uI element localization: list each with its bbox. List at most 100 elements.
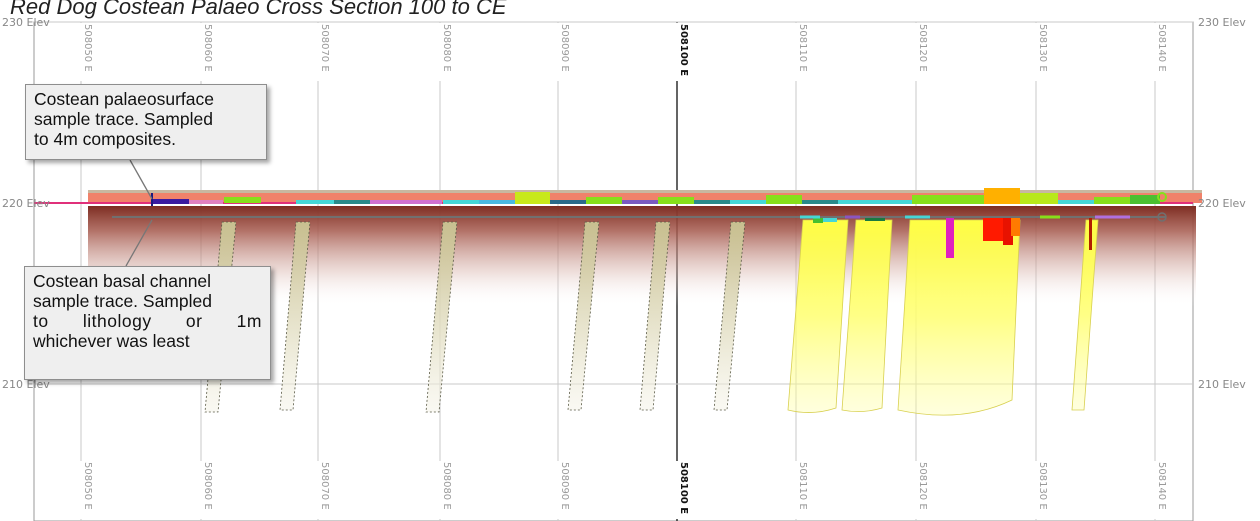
easting-label-gap-bottom [552,461,564,519]
palaeo-seg-teal-1 [334,200,370,204]
easting-label-gap-top [434,23,446,81]
basal-trace-end-marker [1157,212,1167,222]
palaeo-trace-end-marker [1157,192,1167,202]
easting-label-gap-bottom [195,461,207,519]
easting-label-bottom: 508130 E [1037,462,1048,510]
palaeo-seg-lime-1 [515,192,550,204]
palaeo-seg-cyan-2 [443,200,479,204]
easting-label-gap-bottom [434,461,446,519]
easting-labels-bottom: 508050 E 508060 E 508070 E 508080 E 508090 E… [75,461,1167,519]
easting-label-gap-top [1149,23,1161,81]
channel-assay-blocks [813,216,1092,258]
easting-label-gap-bottom [671,461,683,519]
assay-block-red-thin [1089,216,1092,250]
callout-top-line-2: sample trace. Sampled [34,109,213,129]
easting-label-gap-bottom [1149,461,1161,519]
mineralised-zones [787,219,1099,416]
easting-label-top: 508110 E [797,24,808,72]
drill-trace-2 [279,221,311,411]
easting-label-bottom: 508110 E [797,462,808,510]
callout-top-line-1: Costean palaeosurface [34,89,214,109]
callout-bottom-leader [125,219,153,267]
palaeo-seg-green-6 [1094,197,1130,204]
easting-label-bottom: 508080 E [441,462,452,510]
easting-label-gap-top [910,23,922,81]
easting-label-bottom: 508100 E [678,462,689,514]
assay-block-magenta [946,216,954,258]
yellow-zone-1 [787,219,849,413]
easting-label-gap-top [790,23,802,81]
easting-label-gap-top [552,23,564,81]
easting-label-gap-top [75,23,87,81]
callout-bottom-line-4: whichever was least [33,331,190,351]
palaeo-seg-pink-2 [370,200,442,204]
yellow-zone-2 [841,219,893,412]
palaeo-seg-purple [153,199,189,204]
elev-label-230-left: 230 Elev [2,16,50,29]
easting-label-gap-top [1030,23,1042,81]
assay-block-orange [1011,216,1020,236]
palaeosurface-segments [153,188,1160,204]
easting-label-bottom: 508120 E [917,462,928,510]
palaeo-seg-green-2 [586,197,622,204]
palaeo-seg-green-5 [912,195,984,204]
elev-label-210-left: 210 Elev [2,378,50,391]
easting-label-top: 508050 E [82,24,93,72]
palaeo-seg-cyan-6 [838,200,912,204]
palaeo-seg-green-4 [766,195,802,204]
section-title: Red Dog Costean Palaeo Cross Section 100… [10,0,1180,20]
drill-trace-3 [425,221,458,413]
easting-label-top: 508070 E [319,24,330,72]
palaeosurface-top [88,190,1202,193]
easting-label-top: 508090 E [559,24,570,72]
easting-labels-top: 508050 E 508060 E 508070 E 508080 E 508090 E… [75,23,1167,81]
palaeo-seg-teal-3 [694,200,730,204]
easting-label-gap-top [195,23,207,81]
assay-block-green-2 [865,216,885,221]
easting-label-gap-bottom [75,461,87,519]
callout-bottom-line-1: Costean basal channel [33,271,212,291]
palaeo-seg-green-3 [658,197,694,204]
easting-label-bottom: 508070 E [319,462,330,510]
palaeo-seg-orange [984,188,1020,204]
palaeo-seg-teal-2 [550,200,586,204]
easting-label-top: 508140 E [1156,24,1167,72]
easting-label-bottom: 508060 E [202,462,213,510]
palaeo-seg-purple-2 [622,200,658,204]
easting-label-gap-top [312,23,324,81]
palaeo-seg-cyan-3 [479,200,515,204]
easting-label-top: 508080 E [441,24,452,72]
callout-palaeosurface-trace: Costean palaeosurface sample trace. Samp… [25,84,267,160]
section-title-text: Red Dog Costean Palaeo Cross Section 100… [10,0,507,19]
drill-trace-6 [713,221,746,411]
easting-label-gap-bottom [910,461,922,519]
easting-label-gap-top [671,23,683,81]
easting-label-bottom: 508140 E [1156,462,1167,510]
callout-basal-channel-trace: Costean basal channel sample trace. Samp… [24,266,271,380]
easting-label-gap-bottom [1030,461,1042,519]
drill-trace-4 [567,221,600,411]
palaeosurface-band [88,193,1202,203]
assay-block-red-2 [1003,216,1013,245]
easting-label-top: 508120 E [917,24,928,72]
assay-block-cyan-1 [823,216,837,222]
callout-top-leader [129,159,153,200]
elev-label-230-right: 230 Elev [1198,16,1246,29]
yellow-zone-3 [897,219,1021,416]
callout-bottom-line-2: sample trace. Sampled [33,291,212,311]
elev-label-220-right: 220 Elev [1198,197,1246,210]
palaeo-seg-cyan-5 [802,200,838,204]
palaeo-seg-cyan-7 [1058,200,1094,204]
elev-label-220-left: 220 Elev [2,197,50,210]
drill-trace-5 [639,221,671,411]
easting-label-top: 508100 E [678,24,689,76]
elevation-labels: 230 Elev 230 Elev 220 Elev 220 Elev 210 … [2,16,1246,391]
callout-bottom-line-3: to lithology or 1m [33,311,262,331]
callout-top-line-3: to 4m composites. [34,129,176,149]
palaeo-seg-green-1 [224,197,261,203]
palaeo-seg-lime-2 [1020,193,1058,204]
easting-label-gap-bottom [312,461,324,519]
yellow-zone-4 [1071,219,1099,411]
assay-block-green-1 [813,216,823,223]
